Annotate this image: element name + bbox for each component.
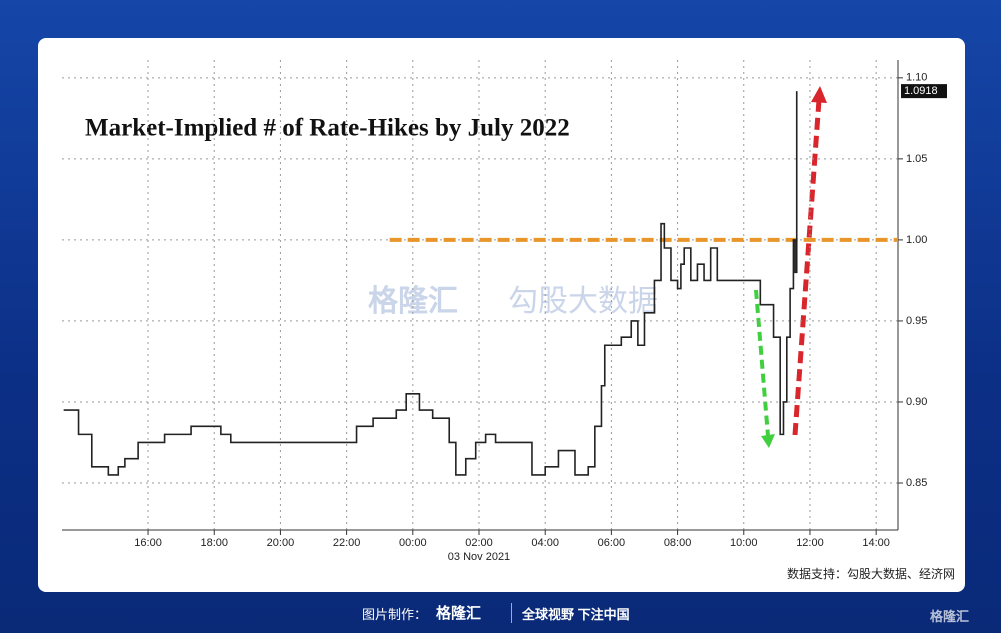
y-tick-label: 0.85 [906, 477, 927, 489]
last-price-box [901, 84, 947, 99]
chart: 格隆汇 勾股大数据 Market-Implied # of Rate-Hikes… [62, 60, 955, 581]
series-line [63, 91, 798, 476]
x-tick-label: 10:00 [730, 537, 758, 549]
x-tick-label: 16:00 [134, 537, 162, 549]
x-tick-label: 22:00 [333, 537, 361, 549]
x-tick-label: 02:00 [465, 537, 493, 549]
x-tick-label: 08:00 [664, 537, 692, 549]
corner-brand: 格隆汇 [930, 609, 970, 624]
x-tick-label: 12:00 [796, 537, 824, 549]
chart-panel: 格隆汇 勾股大数据 Market-Implied # of Rate-Hikes… [38, 38, 965, 592]
arrow-head [811, 86, 827, 103]
x-tick-label: 18:00 [200, 537, 228, 549]
watermark: 勾股大数据 [508, 285, 658, 318]
x-tick-label: 00:00 [399, 537, 427, 549]
y-tick-label: 1.10 [906, 72, 927, 84]
footer-made-by: 图片制作： [362, 607, 428, 622]
y-tick-label: 1.05 [906, 153, 927, 165]
y-tick-label: 0.95 [906, 315, 927, 327]
last-price-label: 1.0918 [904, 85, 938, 97]
arrow-up [792, 99, 822, 436]
footer-brand: 格隆汇 [436, 605, 482, 622]
x-tick-label: 06:00 [598, 537, 626, 549]
arrow-head [761, 434, 775, 448]
x-tick-label: 14:00 [862, 537, 890, 549]
chart-title: Market-Implied # of Rate-Hikes by July 2… [85, 115, 570, 142]
y-tick-label: 1.00 [906, 234, 927, 246]
footer-divider [511, 603, 512, 623]
footer-slogan: 全球视野 下注中国 [522, 607, 630, 622]
arrow-down [754, 289, 770, 437]
y-tick-label: 0.90 [906, 396, 927, 408]
x-tick-label: 04:00 [531, 537, 559, 549]
x-tick-label: 20:00 [267, 537, 295, 549]
x-sublabel: 03 Nov 2021 [448, 551, 510, 563]
source: 数据支持：勾股大数据、经济网 [787, 566, 955, 581]
